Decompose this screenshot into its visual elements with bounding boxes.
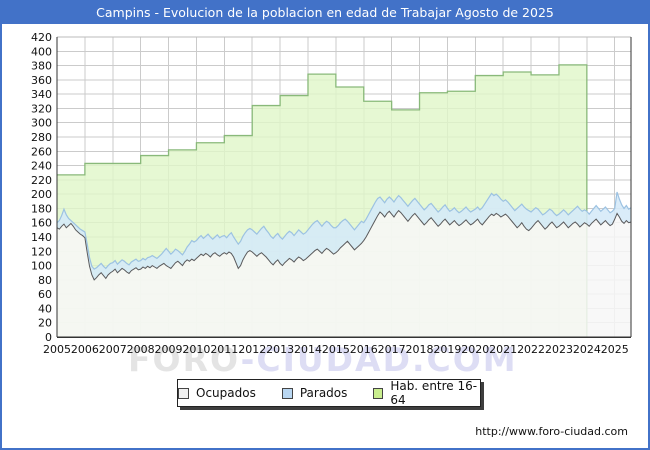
y-axis-tick-label: 20: [38, 317, 52, 330]
x-axis-tick-label: 2006: [71, 343, 99, 356]
y-axis-tick-label: 80: [38, 274, 52, 287]
x-axis-tick-label: 2007: [99, 343, 127, 356]
y-axis-tick-label: 300: [31, 117, 52, 130]
y-axis-tick-label: 40: [38, 302, 52, 315]
y-axis-tick-label: 60: [38, 288, 52, 301]
legend-item-hab-16-64: Hab. entre 16-64: [373, 379, 480, 407]
y-axis-tick-label: 160: [31, 217, 52, 230]
foro-ciudad-watermark: FORO-CIUDAD.COM: [128, 340, 518, 379]
y-axis-tick-label: 220: [31, 174, 52, 187]
y-axis-tick-label: 380: [31, 60, 52, 73]
y-axis-tick-label: 320: [31, 102, 52, 115]
y-axis-tick-label: 340: [31, 88, 52, 101]
x-axis-tick-label: 2024: [573, 343, 601, 356]
legend-label-parados: Parados: [299, 386, 348, 400]
legend-label-hab-16-64: Hab. entre 16-64: [390, 379, 478, 407]
chart-legend: Ocupados Parados Hab. entre 16-64: [177, 379, 481, 407]
chart-title-bar: Campins - Evolucion de la poblacion en e…: [2, 2, 648, 24]
parados-swatch-icon: [281, 387, 293, 399]
x-axis-tick-label: 2022: [517, 343, 545, 356]
chart-title: Campins - Evolucion de la poblacion en e…: [96, 5, 554, 20]
x-axis-tick-label: 2023: [545, 343, 573, 356]
y-axis-tick-label: 360: [31, 74, 52, 87]
y-axis-tick-label: 280: [31, 131, 52, 144]
hab-16-64-swatch-icon: [373, 387, 384, 399]
watermark-text-right: -CIUDAD.COM: [240, 340, 518, 379]
y-axis-tick-label: 260: [31, 145, 52, 158]
y-axis-tick-label: 100: [31, 260, 52, 273]
watermark-text-left: FORO: [128, 340, 241, 379]
y-axis-tick-label: 0: [45, 331, 52, 344]
y-axis-tick-label: 420: [31, 31, 52, 44]
source-url: http://www.foro-ciudad.com: [475, 425, 628, 438]
x-axis-tick-label: 2005: [43, 343, 71, 356]
legend-item-ocupados: Ocupados: [178, 386, 256, 400]
y-axis-tick-label: 400: [31, 45, 52, 58]
legend-label-ocupados: Ocupados: [196, 386, 256, 400]
y-axis-tick-label: 180: [31, 202, 52, 215]
y-axis-tick-label: 140: [31, 231, 52, 244]
y-axis-tick-label: 120: [31, 245, 52, 258]
ocupados-swatch-icon: [178, 387, 189, 399]
y-axis-tick-label: 200: [31, 188, 52, 201]
x-axis-tick-label: 2025: [601, 343, 629, 356]
y-axis-tick-label: 240: [31, 160, 52, 173]
legend-item-parados: Parados: [281, 386, 348, 400]
